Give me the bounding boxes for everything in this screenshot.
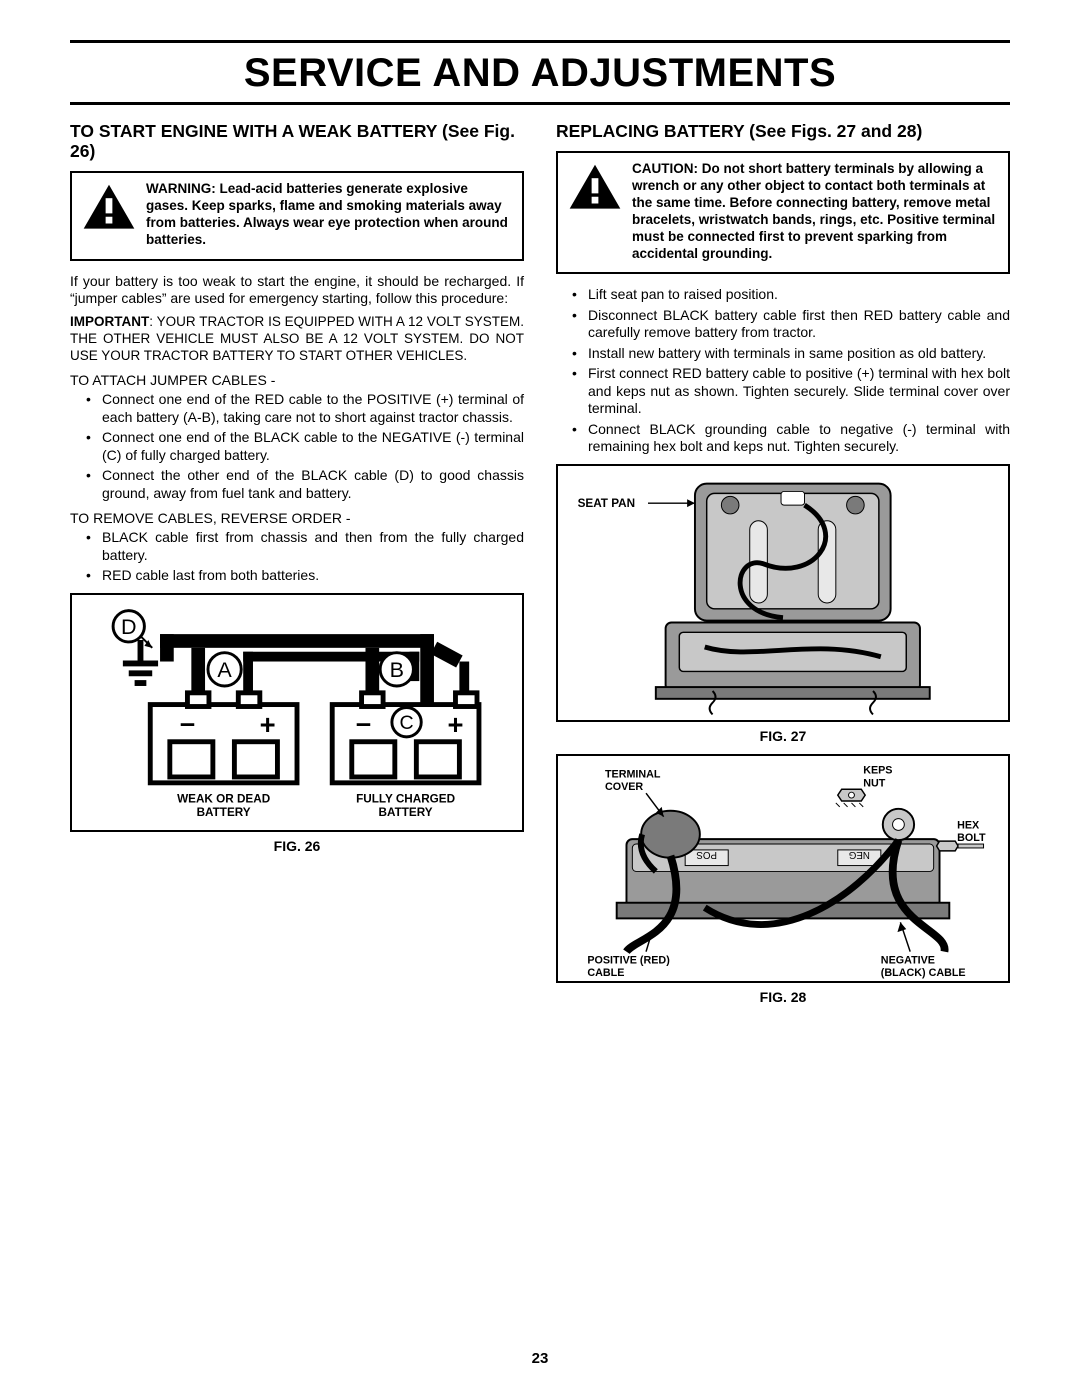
caution-box: CAUTION: Do not short battery terminals … [556, 151, 1010, 274]
svg-text:COVER: COVER [605, 781, 643, 793]
figure-26: D [70, 593, 524, 832]
list-item: Connect one end of the RED cable to the … [70, 391, 524, 426]
svg-text:+: + [260, 709, 276, 740]
list-item: Install new battery with terminals in sa… [556, 345, 1010, 363]
svg-text:–: – [356, 707, 371, 738]
svg-text:BATTERY: BATTERY [197, 806, 251, 819]
remove-list: BLACK cable first from chassis and then … [70, 529, 524, 585]
list-item: Connect BLACK grounding cable to negativ… [556, 421, 1010, 456]
svg-text:WEAK OR DEAD: WEAK OR DEAD [177, 792, 270, 805]
svg-text:BOLT: BOLT [957, 832, 986, 844]
svg-text:POSITIVE (RED): POSITIVE (RED) [587, 955, 670, 967]
fig26-caption: FIG. 26 [70, 838, 524, 854]
list-item: Connect the other end of the BLACK cable… [70, 467, 524, 502]
svg-text:NEGATIVE: NEGATIVE [881, 955, 935, 967]
svg-text:POS: POS [696, 849, 717, 860]
list-item: RED cable last from both batteries. [70, 567, 524, 585]
page-title: SERVICE AND ADJUSTMENTS [70, 51, 1010, 96]
figure-28: POS NEG [556, 754, 1010, 983]
left-column: TO START ENGINE WITH A WEAK BATTERY (See… [70, 115, 524, 1015]
remove-head: TO REMOVE CABLES, REVERSE ORDER - [70, 510, 524, 526]
list-item: Disconnect BLACK battery cable first the… [556, 307, 1010, 342]
svg-text:A: A [217, 658, 232, 682]
fig27-caption: FIG. 27 [556, 728, 1010, 744]
svg-text:KEPS: KEPS [863, 765, 892, 777]
svg-text:FULLY CHARGED: FULLY CHARGED [356, 792, 455, 805]
svg-text:CABLE: CABLE [587, 967, 624, 979]
page-number: 23 [0, 1350, 1080, 1367]
caution-icon [568, 161, 622, 215]
left-important: IMPORTANTIMPORTANT: YOUR TRACTOR IS EQUI… [70, 314, 524, 365]
svg-text:D: D [121, 615, 137, 639]
svg-text:B: B [390, 658, 404, 682]
svg-text:+: + [447, 709, 463, 740]
caution-text: CAUTION: Do not short battery terminals … [632, 161, 998, 262]
svg-text:NEG: NEG [849, 849, 870, 860]
warning-text: WARNING: Lead-acid batteries generate ex… [146, 181, 512, 249]
svg-text:C: C [400, 712, 414, 734]
svg-text:HEX: HEX [957, 820, 980, 832]
warning-box: WARNING: Lead-acid batteries generate ex… [70, 171, 524, 261]
attach-list: Connect one end of the RED cable to the … [70, 391, 524, 502]
steps-list: Lift seat pan to raised position. Discon… [556, 286, 1010, 456]
right-heading: REPLACING BATTERY (See Figs. 27 and 28) [556, 121, 1010, 141]
svg-text:SEAT PAN: SEAT PAN [578, 497, 636, 510]
svg-text:NUT: NUT [863, 778, 886, 790]
right-column: REPLACING BATTERY (See Figs. 27 and 28) … [556, 115, 1010, 1015]
left-heading: TO START ENGINE WITH A WEAK BATTERY (See… [70, 121, 524, 161]
attach-head: TO ATTACH JUMPER CABLES - [70, 372, 524, 388]
svg-text:–: – [180, 707, 195, 738]
warning-icon [82, 181, 136, 235]
list-item: Lift seat pan to raised position. [556, 286, 1010, 304]
list-item: BLACK cable first from chassis and then … [70, 529, 524, 564]
figure-27: SEAT PAN [556, 464, 1010, 722]
list-item: Connect one end of the BLACK cable to th… [70, 429, 524, 464]
fig28-caption: FIG. 28 [556, 989, 1010, 1005]
svg-text:TERMINAL: TERMINAL [605, 769, 661, 781]
list-item: First connect RED battery cable to posit… [556, 365, 1010, 418]
svg-text:BATTERY: BATTERY [379, 806, 433, 819]
left-p1: If your battery is too weak to start the… [70, 273, 524, 308]
svg-text:(BLACK) CABLE: (BLACK) CABLE [881, 967, 966, 979]
